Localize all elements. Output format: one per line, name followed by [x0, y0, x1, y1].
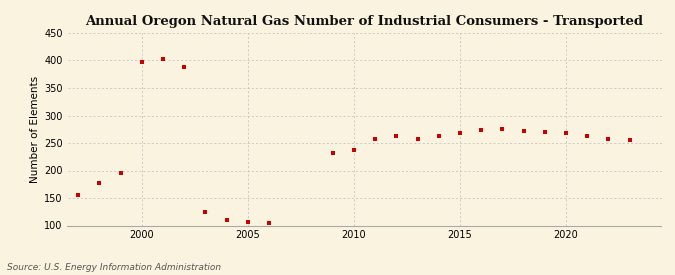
Point: [497, 127, 508, 131]
Point: [433, 134, 444, 139]
Point: [391, 134, 402, 138]
Point: [412, 136, 423, 141]
Point: [221, 218, 232, 222]
Point: [476, 128, 487, 133]
Point: [157, 57, 168, 62]
Y-axis label: Number of Elements: Number of Elements: [30, 76, 40, 183]
Point: [264, 221, 275, 225]
Point: [603, 136, 614, 141]
Point: [73, 193, 84, 197]
Point: [327, 151, 338, 155]
Point: [539, 130, 550, 134]
Point: [454, 131, 465, 135]
Point: [115, 171, 126, 175]
Point: [348, 147, 359, 152]
Point: [179, 65, 190, 69]
Text: Source: U.S. Energy Information Administration: Source: U.S. Energy Information Administ…: [7, 263, 221, 272]
Point: [624, 138, 635, 142]
Point: [518, 129, 529, 133]
Point: [582, 134, 593, 139]
Point: [370, 136, 381, 141]
Title: Annual Oregon Natural Gas Number of Industrial Consumers - Transported: Annual Oregon Natural Gas Number of Indu…: [86, 15, 643, 28]
Point: [200, 210, 211, 214]
Point: [136, 59, 147, 64]
Point: [561, 131, 572, 135]
Point: [242, 219, 253, 224]
Point: [94, 180, 105, 185]
